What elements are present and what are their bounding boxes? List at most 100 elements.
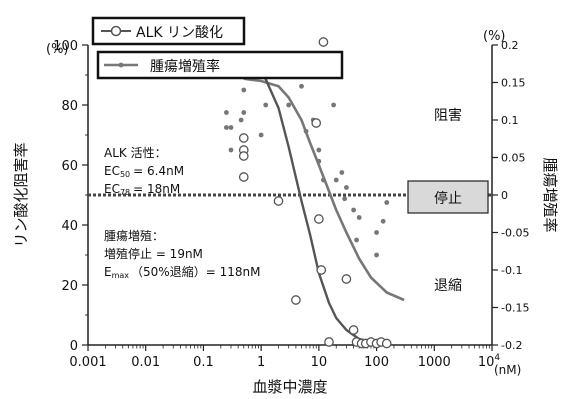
x-unit: (nM) (494, 363, 521, 377)
alk-fit-curve (238, 55, 387, 346)
tumor-data-point (258, 132, 264, 138)
x-tick-label: 100 (364, 355, 389, 370)
tumor-data-point (316, 158, 322, 164)
y-left-tick-label: 80 (61, 99, 78, 114)
tumor-data-point (223, 110, 229, 115)
alk-ec50-sub: 50 (120, 170, 130, 179)
tumor-growth-title: 腫瘍増殖： (104, 228, 164, 243)
tumor-data-point (223, 125, 229, 130)
x-tick-exponent: 4 (494, 353, 500, 363)
alk-ec50: EC50 = 6.4nM (104, 164, 184, 179)
legend-tumor: 腫瘍増殖率 (96, 50, 344, 80)
x-tick-label: 10 (311, 355, 328, 370)
legend-tumor-label: 腫瘍増殖率 (150, 58, 220, 75)
y-right-tick-label: -0.1 (501, 264, 522, 277)
legend-alk-marker (110, 25, 122, 37)
inhibit-zone-label: 阻害 (434, 108, 462, 124)
tumor-data-point (263, 102, 269, 108)
legend-alk-label: ALK リン酸化 (136, 25, 223, 41)
tumor-data-point (228, 147, 234, 153)
alk-data-point (311, 118, 322, 128)
y-right-tick-label: 0.05 (501, 152, 526, 165)
tumor-data-point (380, 218, 386, 224)
alk-data-point (341, 274, 352, 284)
tumor-data-point (241, 110, 247, 115)
x-tick-label: 1000 (418, 355, 451, 370)
tumor-data-point (384, 200, 390, 205)
alk-data-point (348, 325, 359, 335)
y-right-tick-label: 0.1 (501, 114, 519, 127)
tumor-data-point (374, 252, 379, 258)
y-left-tick-label: 40 (61, 219, 78, 234)
tumor-data-point (354, 237, 359, 243)
tumor-data-point (286, 102, 292, 108)
alk-data-point (316, 265, 327, 275)
y-left-tick-label: 0 (70, 339, 78, 354)
tumor-points-layer (223, 72, 390, 258)
legend-tumor-marker (118, 62, 124, 68)
y-right-tick-label: 0.15 (501, 77, 526, 90)
alk-data-point (381, 338, 392, 349)
y-left-axis-title: リン酸化阻害率 (12, 142, 30, 247)
x-axis-title: 血漿中濃度 (252, 378, 327, 396)
stop-zone-label: 停止 (434, 190, 462, 207)
tumor-data-point (228, 125, 234, 130)
tumor-data-point (333, 177, 339, 183)
y-left-unit: (%) (46, 42, 69, 57)
tumor-data-point (343, 185, 349, 190)
y-right-tick-label: 0 (501, 189, 508, 202)
alk-data-point (291, 295, 301, 305)
x-tick-label: 0.001 (69, 355, 106, 370)
tumor-data-point (342, 196, 348, 202)
x-tick-label: 0.01 (131, 355, 160, 370)
x-tick-label: 0.1 (193, 355, 214, 370)
y-left-tick-label: 20 (61, 279, 78, 294)
tumor-emax-prefix: E (104, 265, 112, 279)
y-right-tick-label: 0.2 (501, 39, 519, 52)
tumor-stasis: 増殖停止 = 19nM (104, 246, 203, 261)
alk-data-point (314, 214, 324, 224)
x-ticks: 0.001 0.01 0.1 1 10 100 1000 104 (69, 345, 500, 370)
alk-ec50-prefix: EC (104, 164, 120, 178)
tumor-emax: Emax （50%退縮）= 118nM (104, 264, 260, 280)
x-tick-label: 1 (257, 355, 265, 370)
tumor-data-point (316, 147, 322, 153)
legend-alk: ALK リン酸化 (91, 16, 246, 46)
alk-points-layer (238, 37, 392, 349)
tumor-data-point (303, 128, 309, 134)
regress-zone-label: 退縮 (434, 278, 462, 294)
alk-activity-title: ALK 活性： (104, 146, 167, 160)
tumor-data-point (351, 207, 357, 213)
tumor-emax-value: （50%退縮）= 118nM (131, 264, 260, 279)
alk-ec50-value: = 6.4nM (133, 164, 184, 178)
alk-data-point (318, 37, 329, 47)
alk-data-point (238, 172, 249, 182)
alk-ec78-prefix: EC (104, 182, 120, 196)
x-minor-ticks (104, 345, 490, 349)
y-left-ticks: 0 20 40 60 80 100 (53, 39, 88, 354)
y-left-tick-label: 60 (61, 159, 78, 174)
y-right-tick-label: -0.15 (501, 302, 529, 315)
tumor-data-point (241, 87, 247, 93)
alk-data-point (238, 151, 249, 161)
alk-data-point (324, 337, 334, 347)
y-right-unit: (%) (483, 29, 506, 44)
legend-tumor-box (96, 50, 344, 80)
y-right-ticks: -0.2 -0.15 -0.1 -0.05 0 0.05 0.1 0.15 0.2 (492, 39, 529, 352)
y-left-tick-label: 100 (53, 39, 78, 54)
tumor-data-point (238, 117, 244, 123)
tumor-data-point (374, 230, 379, 235)
alk-ec78-value: = 18nM (133, 182, 180, 196)
alk-ec78-sub: 78 (120, 188, 130, 197)
stop-zone-box (407, 180, 489, 214)
tumor-data-point (331, 102, 336, 108)
y-right-tick-label: -0.05 (501, 227, 529, 240)
alk-data-point (238, 133, 249, 143)
y-right-tick-label: -0.2 (501, 339, 522, 352)
alk-ec78: EC78 = 18nM (104, 182, 180, 197)
y-right-axis-title: 腫瘍増殖率 (541, 157, 559, 232)
tumor-data-point (356, 215, 362, 220)
alk-data-point (273, 196, 284, 206)
tumor-data-point (299, 83, 304, 89)
